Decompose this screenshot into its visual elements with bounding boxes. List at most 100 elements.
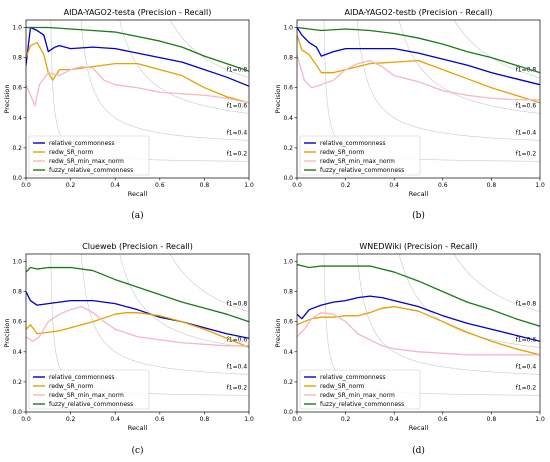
y-tick-label: 0.8 xyxy=(12,55,22,62)
y-tick-label: 0.6 xyxy=(283,319,293,326)
y-tick-label: 1.0 xyxy=(12,259,22,266)
series-line-fuzzy_relative_commonness xyxy=(297,263,540,327)
y-tick-label: 0.2 xyxy=(283,379,293,386)
y-tick-label: 0.0 xyxy=(12,409,22,416)
x-tick-label: 0.6 xyxy=(155,182,165,189)
y-tick-label: 0.6 xyxy=(12,85,22,92)
iso-f1-curve xyxy=(453,254,540,312)
legend-entry: redw_SR_norm xyxy=(49,383,94,390)
series-line-relative_commonness xyxy=(297,295,540,342)
series-lines xyxy=(26,26,249,107)
legend-entry: relative_commonness xyxy=(49,374,115,381)
legend-entry: redw_SR_min_max_norm xyxy=(320,158,395,165)
x-tick-label: 0.4 xyxy=(389,182,399,189)
y-tick-label: 0.4 xyxy=(283,115,293,122)
legend-box xyxy=(299,135,421,176)
series-line-relative_commonness xyxy=(297,27,540,86)
legend-entry: fuzzy_relative_commonness xyxy=(49,167,133,174)
y-tick-label: 1.0 xyxy=(12,25,22,32)
y-tick-label: 0.4 xyxy=(283,349,293,356)
y-tick-label: 0.0 xyxy=(283,175,293,182)
iso-f1-label: f1=0.2 xyxy=(516,384,537,391)
series-line-redw_SR_norm xyxy=(297,34,540,104)
iso-f1-label: f1=0.4 xyxy=(516,129,537,136)
x-axis-label: Recall xyxy=(128,190,148,198)
iso-f1-curve xyxy=(80,20,249,141)
x-tick-label: 0.4 xyxy=(110,416,120,423)
panel-caption: (c) xyxy=(131,445,143,456)
legend-entry: redw_SR_norm xyxy=(49,149,94,156)
x-tick-label: 0.0 xyxy=(292,416,302,423)
iso-f1-curve xyxy=(80,254,249,375)
iso-f1-label: f1=0.8 xyxy=(516,67,537,74)
panel-caption: (b) xyxy=(412,210,425,221)
x-tick-label: 0.0 xyxy=(21,416,31,423)
chart-title: WNEDWiki (Precision - Recall) xyxy=(359,242,477,251)
y-tick-label: 0.6 xyxy=(12,319,22,326)
chart-panel-4: f1=0.8 f1=0.6 f1=0.4 f1=0.2 0.0 0.2 0.4 0.6 0.8 1… xyxy=(274,242,545,456)
iso-f1-label: f1=0.4 xyxy=(516,363,537,370)
legend-box xyxy=(28,135,150,176)
iso-f1-label: f1=0.6 xyxy=(516,336,537,343)
legend-entry: fuzzy_relative_commonness xyxy=(320,167,404,174)
x-tick-label: 0.4 xyxy=(389,416,399,423)
series-line-redw_SR_norm xyxy=(26,41,249,104)
x-tick-label: 1.0 xyxy=(244,416,254,423)
series-line-fuzzy_relative_commonness xyxy=(297,26,540,74)
legend-entry: redw_SR_min_max_norm xyxy=(320,392,395,399)
legend-entry: redw_SR_norm xyxy=(320,383,365,390)
iso-f1-label: f1=0.6 xyxy=(227,102,248,109)
legend-entry: relative_commonness xyxy=(320,140,386,147)
y-tick-label: 0.4 xyxy=(12,349,22,356)
x-tick-label: 1.0 xyxy=(535,416,545,423)
series-lines xyxy=(297,26,540,104)
y-axis-label: Precision xyxy=(3,318,11,347)
x-tick-label: 0.8 xyxy=(487,416,497,423)
iso-f1-label: f1=0.4 xyxy=(227,363,248,370)
plot-frame xyxy=(25,253,250,413)
panel-caption: (a) xyxy=(131,210,143,221)
chart-panel-3: f1=0.8 f1=0.6 f1=0.4 f1=0.2 0.0 0.2 0.4 0.6 0.8 1… xyxy=(3,242,254,456)
series-line-redw_SR_min_max_norm xyxy=(297,312,540,356)
x-axis-label: Recall xyxy=(409,424,429,432)
series-line-relative_commonness xyxy=(26,26,249,87)
iso-f1-curves xyxy=(50,254,249,396)
x-tick-label: 0.2 xyxy=(66,182,76,189)
x-tick-label: 0.8 xyxy=(200,416,210,423)
legend: relative_commonness redw_SR_norm redw_SR_m… xyxy=(299,369,421,410)
y-tick-label: 0.2 xyxy=(12,145,22,152)
y-tick-label: 0.2 xyxy=(12,379,22,386)
series-line-redw_SR_min_max_norm xyxy=(26,66,249,107)
plot-frame xyxy=(296,253,541,413)
y-tick-label: 1.0 xyxy=(283,25,293,32)
series-line-fuzzy_relative_commonness xyxy=(26,266,249,323)
x-tick-label: 0.6 xyxy=(438,416,448,423)
plot-frame xyxy=(25,19,250,179)
iso-f1-label: f1=0.6 xyxy=(516,102,537,109)
chart-panel-2: f1=0.8 f1=0.6 f1=0.4 f1=0.2 0.0 0.2 0.4 0.6 0.8 1… xyxy=(274,8,545,221)
legend: relative_commonness redw_SR_norm redw_SR_m… xyxy=(299,135,421,176)
series-line-redw_SR_norm xyxy=(297,306,540,356)
x-tick-label: 0.8 xyxy=(200,182,210,189)
y-tick-label: 0.6 xyxy=(283,85,293,92)
legend-box xyxy=(299,369,421,410)
chart-panel-1: f1=0.8 f1=0.6 f1=0.4 f1=0.2 0.0 0.2 0.4 0.6 0.8 1… xyxy=(3,8,254,221)
iso-f1-curve xyxy=(356,20,540,141)
x-tick-label: 1.0 xyxy=(244,182,254,189)
x-tick-label: 1.0 xyxy=(535,182,545,189)
iso-f1-curve xyxy=(119,254,249,348)
iso-f1-curve xyxy=(169,254,249,312)
x-tick-label: 0.6 xyxy=(438,182,448,189)
legend-entry: redw_SR_min_max_norm xyxy=(49,158,124,165)
y-tick-label: 0.8 xyxy=(283,55,293,62)
x-tick-label: 0.2 xyxy=(341,182,351,189)
x-tick-label: 0.2 xyxy=(341,416,351,423)
iso-f1-curve xyxy=(453,20,540,78)
plot-frame xyxy=(296,19,541,179)
x-tick-label: 0.6 xyxy=(155,416,165,423)
iso-f1-label: f1=0.8 xyxy=(227,67,248,74)
series-lines xyxy=(26,266,249,348)
x-axis-label: Recall xyxy=(128,424,148,432)
iso-f1-curve xyxy=(398,20,540,114)
